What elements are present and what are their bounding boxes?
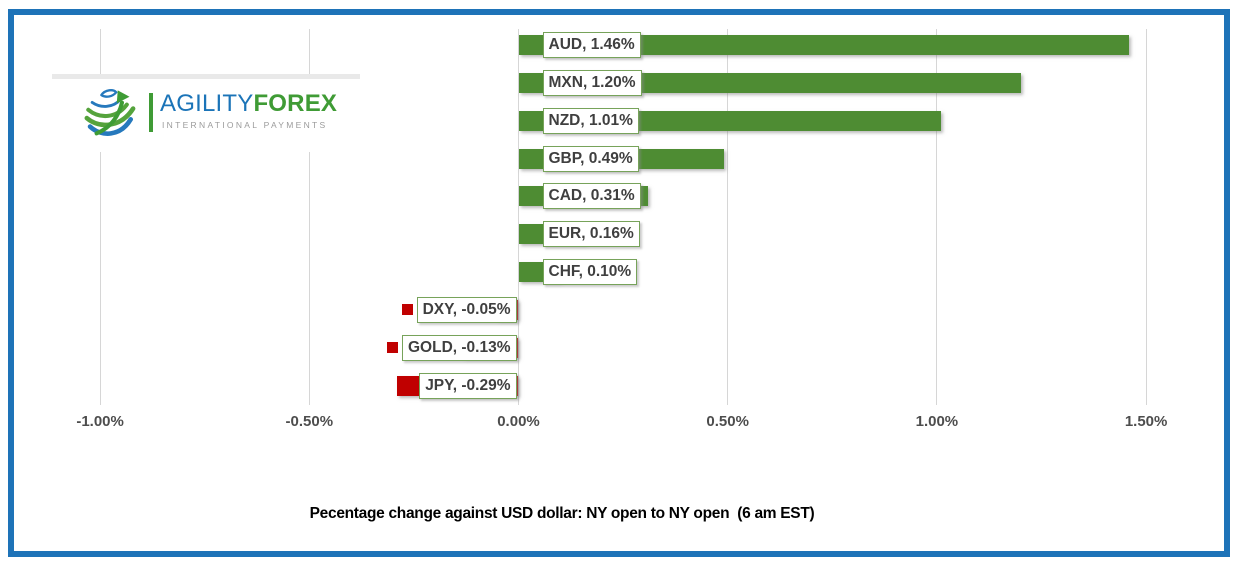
data-label-row-cad: CAD, 0.31% (542, 182, 641, 210)
x-tick-label: 0.00% (497, 413, 540, 430)
logo-tagline: INTERNATIONAL PAYMENTS (162, 120, 328, 130)
gridline--1.00% (99, 29, 101, 405)
data-label-aud: AUD, 1.46% (542, 32, 641, 58)
data-label-row-aud: AUD, 1.46% (542, 31, 641, 59)
data-label-gold: GOLD, -0.13% (402, 334, 517, 361)
data-label-eur: EUR, 0.16% (542, 221, 640, 248)
logo-brand-agility: AGILITY (160, 90, 254, 117)
data-label-jpy: JPY, -0.29% (419, 372, 517, 399)
data-label-chf: CHF, 0.10% (542, 259, 638, 286)
data-label-row-chf: CHF, 0.10% (542, 258, 638, 286)
data-label-row-mxn: MXN, 1.20% (542, 69, 642, 97)
bar-aud (518, 35, 1130, 55)
data-label-row-gold: GOLD, -0.13% (387, 334, 517, 362)
data-label-row-dxy: DXY, -0.05% (401, 296, 517, 324)
gridline-1.50% (1145, 29, 1147, 405)
legend-key-gold (387, 342, 398, 354)
chart-caption: Pecentage change against USD dollar: NY … (309, 505, 815, 522)
data-label-row-jpy: JPY, -0.29% (404, 372, 517, 400)
logo-brand-forex: FOREX (253, 90, 338, 117)
legend-key-jpy (404, 380, 416, 392)
data-label-dxy: DXY, -0.05% (416, 296, 517, 323)
gridline-0.00% (518, 29, 519, 405)
logo-top-strip (52, 74, 360, 79)
data-label-row-gbp: GBP, 0.49% (542, 145, 639, 173)
globe-arrow-icon (84, 89, 136, 136)
chart-frame-border (8, 9, 1230, 557)
x-tick-label: -0.50% (285, 413, 334, 430)
data-label-gbp: GBP, 0.49% (542, 145, 639, 172)
x-tick-label: -1.00% (76, 413, 124, 430)
gridline-1.00% (936, 29, 938, 405)
logo-brand-text: AGILITYFOREX (160, 90, 337, 118)
gridline-0.50% (727, 29, 729, 405)
x-tick-label: 0.50% (706, 413, 749, 430)
legend-key-dxy (401, 304, 413, 316)
data-label-cad: CAD, 0.31% (542, 183, 641, 210)
agilityforex-logo: AGILITYFOREX INTERNATIONAL PAYMENTS (52, 74, 360, 152)
gridline--0.50% (308, 29, 310, 405)
data-label-mxn: MXN, 1.20% (542, 69, 642, 96)
data-label-nzd: NZD, 1.01% (542, 107, 639, 134)
logo-divider (149, 93, 153, 132)
data-label-row-nzd: NZD, 1.01% (542, 107, 639, 135)
x-tick-label: 1.00% (915, 413, 959, 430)
data-label-row-eur: EUR, 0.16% (542, 220, 640, 248)
x-tick-label: 1.50% (1124, 413, 1168, 430)
bar-mxn (518, 72, 1021, 93)
